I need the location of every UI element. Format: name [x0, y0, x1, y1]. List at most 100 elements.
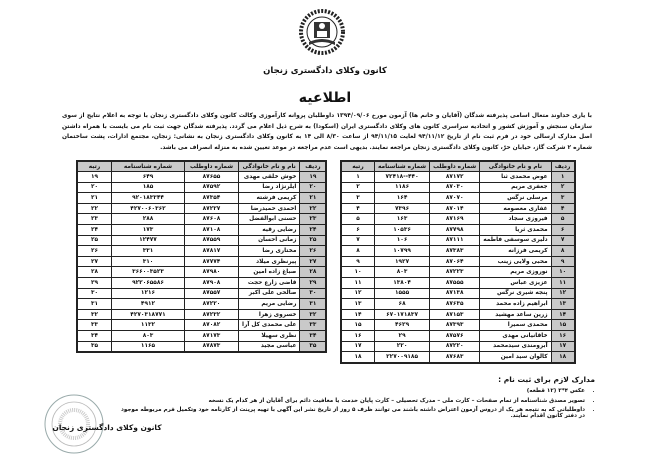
- column-header: رتبه: [77, 161, 112, 172]
- rank-cell: ۱۹: [77, 171, 112, 183]
- rank-cell: ۳۳: [77, 319, 112, 331]
- rank-cell: ۳۰: [77, 287, 112, 300]
- candidate-name-cell: نظری سهیلا: [237, 329, 301, 342]
- id-number-cell: ۶۴۹: [111, 171, 185, 183]
- candidate-number-cell: ۸۷۵۵۹: [184, 234, 239, 247]
- id-number-cell: ۴۲۷۰۰۶۰۳۶۲: [111, 202, 185, 215]
- candidate-number-cell: ۸۷۱۷۳: [184, 329, 239, 342]
- results-table: ردیف نام و نام خانوادگی شماره داوطلب شماره …: [341, 161, 575, 363]
- candidate-number-cell: ۸۷۲۲۷: [184, 202, 239, 215]
- row-number-cell: ۱۸: [550, 351, 575, 363]
- candidate-number-cell: ۸۷۳۹۳: [429, 319, 481, 331]
- row-number-cell: ۱۰: [550, 266, 575, 278]
- column-header: شماره شناسنامه: [373, 161, 431, 172]
- table-row: ۲۶ مختاری رضا ۸۷۸۱۷ ۳۳۱ ۲۶: [77, 245, 327, 257]
- candidate-name-cell: خسروی زهرا: [237, 308, 301, 321]
- rank-cell: ۸: [341, 245, 375, 257]
- candidate-number-cell: ۸۷۱۱۱: [429, 234, 481, 247]
- results-table-left: ردیف نام و نام خانوادگی شماره داوطلب شماره …: [76, 160, 328, 354]
- rank-cell: ۲۹: [77, 276, 112, 289]
- rank-cell: ۱۷: [341, 340, 375, 353]
- candidate-name-cell: نوروزی مریم: [479, 266, 552, 278]
- candidate-number-cell: ۸۷۷۹۸: [429, 223, 481, 236]
- table-row: ۲۳ حسنی ابوالفضل ۸۷۶۰۸ ۲۸۸ ۲۳: [77, 213, 327, 225]
- table-row: ۱۷ آبرومندی سیدمحمد ۸۷۲۲۰ ۲۲۰ ۱۷: [341, 340, 575, 353]
- table-row: ۱۱ عزیزی عباس ۸۷۵۵۵ ۱۳۸۰۴ ۱۱: [341, 276, 575, 289]
- candidate-number-cell: ۸۷۱۵۳: [429, 308, 481, 321]
- signature-org-name: کانون وکلای دادگستری زنجان: [52, 423, 162, 432]
- candidate-number-cell: ۸۷۳۸۳: [429, 245, 481, 257]
- candidate-name-cell: محبی ولایی زینب: [479, 255, 552, 268]
- id-number-cell: ۱۰۶: [373, 234, 431, 247]
- table-row: ۳۴ نظری سهیلا ۸۷۱۷۳ ۸۰۳ ۳۴: [77, 329, 327, 342]
- row-number-cell: ۲۸: [299, 266, 327, 278]
- candidate-name-cell: عوض محمدی ثنا: [479, 171, 552, 183]
- rank-cell: ۱۰: [341, 266, 375, 278]
- table-row: ۱۰ نوروزی مریم ۸۷۲۲۳ ۸۰۳ ۱۰: [341, 266, 575, 278]
- row-number-cell: ۶: [550, 223, 575, 236]
- id-number-cell: ۹۲۰۱۸۳۳۴۴: [111, 192, 185, 204]
- candidate-number-cell: ۸۷۸۷۳: [184, 340, 239, 353]
- row-number-cell: ۷: [550, 234, 575, 247]
- table-row: ۷ دلیری سوسفی فاطمه ۸۷۱۱۱ ۱۰۶ ۷: [341, 234, 575, 247]
- candidate-name-cell: زمانی احسان: [237, 234, 301, 247]
- row-number-cell: ۹: [550, 255, 575, 268]
- row-number-cell: ۳۴: [299, 329, 327, 342]
- table-row: ۹ محبی ولایی زینب ۸۷۰۶۴ ۱۹۲۷ ۹: [341, 255, 575, 268]
- candidate-number-cell: ۸۷۵۹۲: [184, 181, 239, 194]
- column-header: شماره شناسنامه: [111, 161, 185, 172]
- table-row: ۳۳ علی محمدی کل آرا ۸۷۰۸۲ ۱۱۳۲ ۳۳: [77, 319, 327, 331]
- id-number-cell: ۱۶۳: [373, 213, 431, 225]
- candidate-name-cell: آبرومندی سیدمحمد: [479, 340, 552, 353]
- table-row: ۱۶ خاقانیانی مهدی ۸۷۵۷۶ ۲۹ ۱۶: [341, 329, 575, 342]
- candidate-number-cell: ۸۷۱۷۲: [429, 171, 481, 183]
- required-documents-title: مدارک لازم برای ثبت نام :: [498, 375, 595, 384]
- candidate-name-cell: مختاری رضا: [237, 245, 301, 257]
- candidate-number-cell: ۸۷۹۰۸: [184, 276, 239, 289]
- candidate-name-cell: کریمی فرزانه: [479, 245, 552, 257]
- candidate-name-cell: دلیری سوسفی فاطمه: [479, 234, 552, 247]
- id-number-cell: ۱۰۵۳۶: [373, 223, 431, 236]
- column-header: رتبه: [341, 161, 375, 172]
- candidate-name-cell: حسنی ابوالفضل: [237, 213, 301, 225]
- table-row: ۵ فیروزی سجاد ۸۷۱۶۹ ۱۶۳ ۵: [341, 213, 575, 225]
- candidate-number-cell: ۸۷۰۶۴: [429, 255, 481, 268]
- rank-cell: ۳: [341, 192, 375, 204]
- candidate-name-cell: علی محمدی کل آرا: [237, 319, 301, 331]
- required-documents: مدارک لازم برای ثبت نام : عکس ۴*۳ (۱۲ قط…: [120, 375, 595, 423]
- rank-cell: ۹: [341, 255, 375, 268]
- table-row: ۲ جعفری مریم ۸۷۰۳۰ ۱۱۸۶ ۲: [341, 181, 575, 194]
- candidate-number-cell: ۸۷۶۵۵: [184, 171, 239, 183]
- candidate-number-cell: ۸۷۱۳۸: [429, 287, 481, 300]
- id-number-cell: ۴۲۷۰۳۱۸۷۷۱: [111, 308, 185, 321]
- rank-cell: ۱۱: [341, 276, 375, 289]
- id-number-cell: ۷۳۹۶: [373, 202, 431, 215]
- candidate-number-cell: ۸۷۰۷۰: [429, 192, 481, 204]
- column-header: ردیف: [299, 161, 327, 172]
- row-number-cell: ۴: [550, 202, 575, 215]
- row-number-cell: ۲۱: [299, 192, 327, 204]
- table-row: ۳ مرسلی نرگس ۸۷۰۷۰ ۱۶۴ ۳: [341, 192, 575, 204]
- row-number-cell: ۲۲: [299, 202, 327, 215]
- table-row: ۲۲ احمدی حمیدرضا ۸۷۲۲۷ ۴۲۷۰۰۶۰۳۶۲ ۲۲: [77, 202, 327, 215]
- row-number-cell: ۱۴: [550, 308, 575, 321]
- candidate-name-cell: عزیزی عباس: [479, 276, 552, 289]
- candidate-name-cell: قاضی زارع حجت: [237, 276, 301, 289]
- rank-cell: ۵: [341, 213, 375, 225]
- candidate-number-cell: ۸۷۵۵۵: [429, 276, 481, 289]
- id-number-cell: ۸۰۳: [373, 266, 431, 278]
- row-number-cell: ۳۱: [299, 298, 327, 310]
- rank-cell: ۲: [341, 181, 375, 194]
- candidate-name-cell: خاقانیانی مهدی: [479, 329, 552, 342]
- candidate-number-cell: ۸۷۲۳۲: [184, 308, 239, 321]
- candidate-name-cell: کالوان سید امین: [479, 351, 552, 363]
- table-row: ۳۵ عباسی مجید ۸۷۸۷۳ ۱۱۶۵ ۳۵: [77, 340, 327, 353]
- rank-cell: ۲۱: [77, 192, 112, 204]
- candidate-number-cell: ۸۷۲۲۰: [184, 298, 239, 310]
- row-number-cell: ۳: [550, 192, 575, 204]
- document-item: تصویر مصدق شناسنامه از تمام صفحات – کارت…: [120, 398, 586, 404]
- candidate-name-cell: غفاری معصومه: [479, 202, 552, 215]
- candidate-number-cell: ۸۷۳۵۴: [184, 192, 239, 204]
- results-table-right: ردیف نام و نام خانوادگی شماره داوطلب شماره …: [340, 160, 576, 364]
- row-number-cell: ۱۲: [550, 287, 575, 300]
